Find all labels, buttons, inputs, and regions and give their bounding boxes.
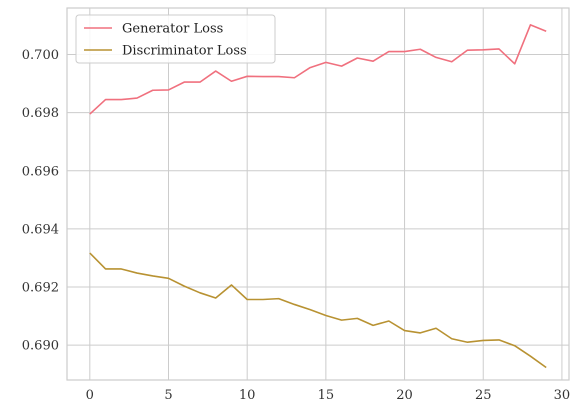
x-tick-label: 30 [554,388,571,403]
x-tick-label: 5 [164,388,172,403]
series-line-discriminator-loss [89,252,547,369]
x-tick-label: 15 [318,388,335,403]
y-tick-label: 0.698 [22,106,59,121]
legend-box [75,14,276,64]
series-line-generator-loss [89,24,547,115]
y-tick-label: 0.694 [22,222,59,237]
x-tick-label: 10 [239,388,256,403]
x-tick-label: 25 [475,388,492,403]
y-tick-label: 0.690 [22,339,59,354]
y-tick-label: 0.700 [22,48,59,63]
legend-label-discriminator-loss: Discriminator Loss [122,44,247,59]
x-tick-label: 20 [396,388,413,403]
legend-label-generator-loss: Generator Loss [122,22,223,37]
y-tick-label: 0.696 [22,164,59,179]
plot-area [66,7,570,381]
y-tick-label: 0.692 [22,281,59,296]
x-axis-ticks: 0 5 10 15 20 25 30 [86,388,571,403]
x-tick-label: 0 [86,388,94,403]
legend: Generator Loss Discriminator Loss [75,14,276,64]
series-lines [89,24,547,369]
y-axis-ticks: 0.690 0.692 0.694 0.696 0.698 0.700 [22,48,59,354]
